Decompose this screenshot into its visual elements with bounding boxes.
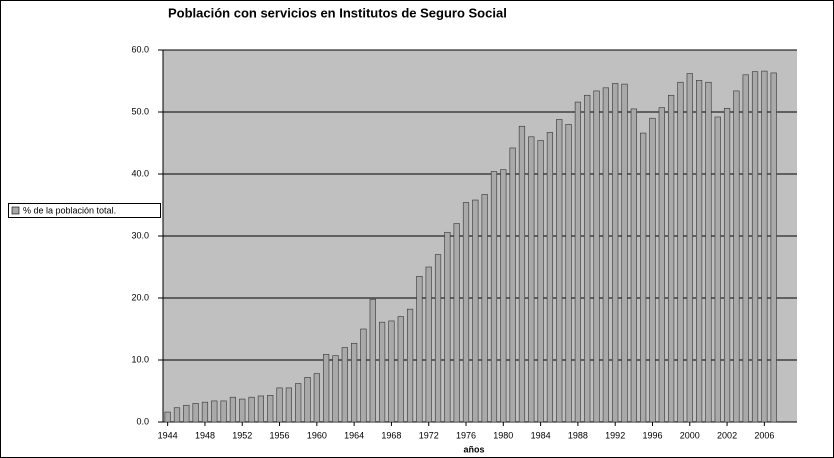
- bar: [546, 132, 554, 423]
- y-tick-label: 40.0: [131, 168, 149, 178]
- x-tick-label: 1960: [307, 430, 327, 440]
- bar: [341, 347, 348, 423]
- x-tick-label: 1964: [344, 430, 364, 440]
- bar: [770, 72, 777, 423]
- bar: [453, 223, 460, 423]
- bar: [658, 107, 665, 423]
- legend: [8, 203, 161, 218]
- bar: [509, 147, 516, 423]
- bar: [323, 354, 330, 423]
- bar: [360, 328, 367, 423]
- bar: [201, 401, 209, 423]
- bar: [668, 94, 675, 423]
- x-tick-label: 1984: [531, 430, 551, 440]
- x-axis-label: años: [463, 444, 484, 454]
- bar: [630, 108, 637, 423]
- bar: [602, 87, 609, 423]
- bar: [239, 398, 246, 423]
- bar: [406, 308, 414, 423]
- bar: [173, 407, 181, 423]
- bar: [742, 74, 749, 423]
- x-tick-label: 1996: [642, 430, 662, 440]
- x-tick-label: 1972: [419, 430, 439, 440]
- y-tick-label: 50.0: [131, 106, 149, 116]
- y-tick-label: 60.0: [131, 44, 149, 54]
- bar: [723, 107, 731, 423]
- x-tick-label: 1988: [568, 430, 588, 440]
- bar: [388, 320, 395, 423]
- bar: [621, 83, 628, 423]
- x-tick-label: 1948: [195, 430, 215, 440]
- y-tick-label: 10.0: [131, 354, 149, 364]
- legend-label: % de la población total.: [23, 205, 116, 215]
- bar: [574, 101, 581, 423]
- bar: [434, 254, 442, 423]
- bar: [640, 132, 647, 423]
- bar: [761, 70, 768, 423]
- bar: [276, 387, 283, 423]
- bar: [649, 117, 656, 423]
- bar: [379, 321, 386, 423]
- bar: [565, 124, 572, 423]
- bar: [397, 316, 404, 423]
- legend-swatch: [11, 206, 20, 215]
- bar: [211, 400, 218, 423]
- bar: [462, 202, 470, 423]
- x-tick-label: 1944: [158, 430, 178, 440]
- bar: [304, 377, 311, 423]
- x-tick-label: 2006: [754, 430, 774, 440]
- bar: [285, 387, 292, 423]
- bar: [164, 411, 171, 423]
- bar: [696, 80, 703, 423]
- bar: [584, 94, 591, 423]
- bar: [490, 171, 498, 423]
- bar: [295, 383, 302, 423]
- bar: [705, 81, 712, 423]
- x-tick-label: 2000: [680, 430, 700, 440]
- bar: [472, 199, 479, 423]
- bar: [751, 71, 759, 423]
- bar: [686, 73, 693, 423]
- bar: [677, 81, 684, 423]
- bar: [593, 90, 600, 423]
- bar: [500, 169, 507, 423]
- bar: [537, 140, 544, 423]
- y-tick-label: 20.0: [131, 292, 149, 302]
- chart-title: Población con servicios en Institutos de…: [168, 5, 507, 20]
- x-tick-label: 2002: [717, 430, 737, 440]
- bar: [481, 194, 488, 423]
- x-tick-label: 1992: [605, 430, 625, 440]
- bar: [416, 275, 423, 423]
- bar: [192, 403, 199, 423]
- bar: [369, 298, 376, 423]
- x-tick-label: 1980: [493, 430, 513, 440]
- bar: [229, 396, 237, 423]
- bar: [351, 342, 358, 423]
- bar: [612, 83, 619, 423]
- bar: [183, 404, 190, 423]
- bar: [714, 116, 721, 423]
- y-tick-label: 30.0: [131, 230, 149, 240]
- x-tick-label: 1956: [270, 430, 290, 440]
- y-tick-label: 0.0: [136, 416, 149, 426]
- bar: [444, 231, 451, 423]
- bar: [518, 125, 526, 423]
- bar: [425, 266, 432, 423]
- bar: [220, 400, 227, 423]
- bar: [733, 90, 740, 423]
- bar: [248, 396, 255, 423]
- bar: [528, 136, 535, 423]
- bar: [556, 119, 563, 423]
- x-tick-label: 1976: [456, 430, 476, 440]
- bar: [257, 395, 264, 423]
- bar: [332, 355, 339, 423]
- x-tick-label: 1952: [232, 430, 252, 440]
- bar: [267, 395, 274, 423]
- bar: [313, 373, 320, 423]
- x-tick-label: 1968: [381, 430, 401, 440]
